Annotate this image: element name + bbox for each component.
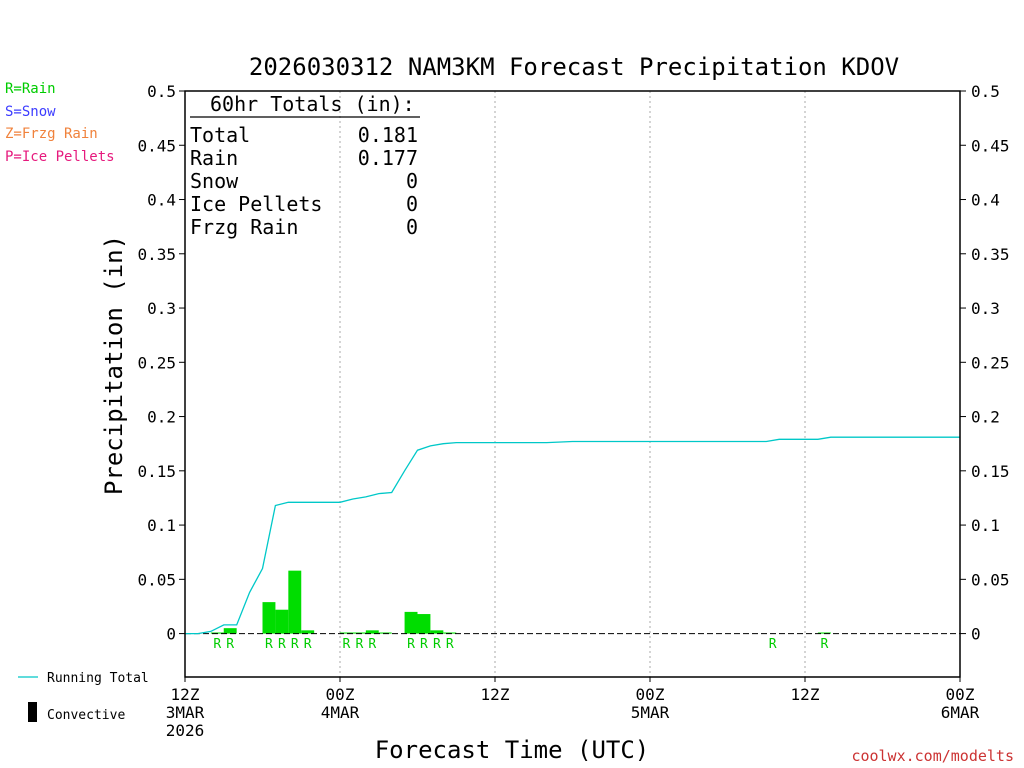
precip-type-marker: R <box>278 637 286 652</box>
precip-type-marker: R <box>226 637 234 652</box>
precip-bar <box>288 570 302 634</box>
x-tick-label: 5MAR <box>631 703 670 722</box>
precip-type-marker: R <box>433 637 441 652</box>
x-tick-label: 12Z <box>171 685 200 704</box>
precip-bar <box>817 632 831 634</box>
running-total-line <box>185 436 960 635</box>
precip-bar <box>210 632 224 634</box>
precip-type-marker: R <box>420 637 428 652</box>
totals-box: 60hr Totals (in): Total 0.181 Rain 0.177 Sno… <box>190 92 420 239</box>
precip-type-marker: R <box>820 637 828 652</box>
totals-label: Frzg Rain <box>190 215 298 239</box>
precip-type-marker: R <box>769 637 777 652</box>
precip-bar <box>223 628 237 634</box>
totals-heading: 60hr Totals (in): <box>210 92 415 116</box>
precip-bar <box>417 614 431 634</box>
precip-type-marker: R <box>304 637 312 652</box>
y-tick-label-left: 0.3 <box>147 299 176 318</box>
totals-value: 0.177 <box>358 146 418 170</box>
y-axis-label: Precipitation (in) <box>100 235 128 495</box>
y-tick-label-right: 0.25 <box>971 353 1010 372</box>
totals-value: 0 <box>406 192 418 216</box>
y-tick-label-left: 0.5 <box>147 82 176 101</box>
y-tick-label-right: 0.5 <box>971 82 1000 101</box>
y-tick-label-left: 0.05 <box>137 570 176 589</box>
y-tick-label-left: 0.1 <box>147 516 176 535</box>
x-tick-label: 2026 <box>166 721 205 740</box>
precip-type-marker: R <box>446 637 454 652</box>
totals-label: Snow <box>190 169 239 193</box>
chart-title: 2026030312 NAM3KM Forecast Precipitation… <box>249 53 899 81</box>
running-total-legend-label: Running Total <box>47 671 149 686</box>
y-tick-label-left: 0.2 <box>147 408 176 427</box>
x-tick-label: 4MAR <box>321 703 360 722</box>
totals-label: Total <box>190 123 250 147</box>
totals-label: Rain <box>190 146 238 170</box>
precip-type-marker: R <box>343 637 351 652</box>
y-tick-label-left: 0.15 <box>137 462 176 481</box>
totals-value: 0 <box>406 169 418 193</box>
precip-type-marker: R <box>213 637 221 652</box>
y-tick-label-right: 0.3 <box>971 299 1000 318</box>
legend-frzg-rain: Z=Frzg Rain <box>5 126 98 142</box>
precip-bar <box>404 611 418 634</box>
precip-type-marker: R <box>355 637 363 652</box>
y-tick-label-left: 0.35 <box>137 245 176 264</box>
legend-ice-pellets: P=Ice Pellets <box>5 149 115 165</box>
y-tick-label-left: 0.25 <box>137 353 176 372</box>
precip-bar <box>275 609 289 634</box>
legend-running-total: Running Total <box>18 671 149 686</box>
y-tick-label-right: 0.2 <box>971 408 1000 427</box>
convective-legend-label: Convective <box>47 708 125 723</box>
y-tick-label-left: 0 <box>166 625 176 644</box>
x-tick-label: 00Z <box>946 685 975 704</box>
convective-swatch <box>28 702 37 722</box>
precip-bar <box>262 602 276 634</box>
precip-bar <box>443 632 457 634</box>
precip-bar <box>301 630 315 634</box>
y-tick-label-left: 0.45 <box>137 136 176 155</box>
x-axis-label: Forecast Time (UTC) <box>375 736 650 764</box>
precip-bar <box>378 632 392 634</box>
totals-label: Ice Pellets <box>190 192 322 216</box>
precip-bar <box>352 632 366 634</box>
watermark: coolwx.com/modelts <box>851 747 1014 765</box>
plot-frame <box>184 90 961 678</box>
legend-rain: R=Rain <box>5 81 56 97</box>
y-tick-label-right: 0.15 <box>971 462 1010 481</box>
y-tick-label-right: 0.05 <box>971 570 1010 589</box>
precip-bar <box>365 630 379 634</box>
precip-type-marker: R <box>265 637 273 652</box>
precip-type-marker: R <box>407 637 415 652</box>
y-tick-label-left: 0.4 <box>147 191 176 210</box>
y-tick-label-right: 0.1 <box>971 516 1000 535</box>
legend-snow: S=Snow <box>5 104 56 120</box>
precip-type-marker: R <box>291 637 299 652</box>
x-tick-label: 00Z <box>636 685 665 704</box>
y-tick-label-right: 0.4 <box>971 191 1000 210</box>
x-tick-label: 6MAR <box>941 703 980 722</box>
y-tick-label-right: 0.35 <box>971 245 1010 264</box>
x-tick-label: 00Z <box>326 685 355 704</box>
precip-bar <box>340 632 353 634</box>
precip-type-marker: R <box>368 637 376 652</box>
x-tick-label: 3MAR <box>166 703 205 722</box>
x-tick-label: 12Z <box>791 685 820 704</box>
totals-value: 0.181 <box>358 123 418 147</box>
y-tick-label-right: 0 <box>971 625 981 644</box>
precip-bar <box>430 630 444 634</box>
x-tick-label: 12Z <box>481 685 510 704</box>
legend-convective: Convective <box>28 702 125 723</box>
totals-value: 0 <box>406 215 418 239</box>
y-tick-label-right: 0.45 <box>971 136 1010 155</box>
